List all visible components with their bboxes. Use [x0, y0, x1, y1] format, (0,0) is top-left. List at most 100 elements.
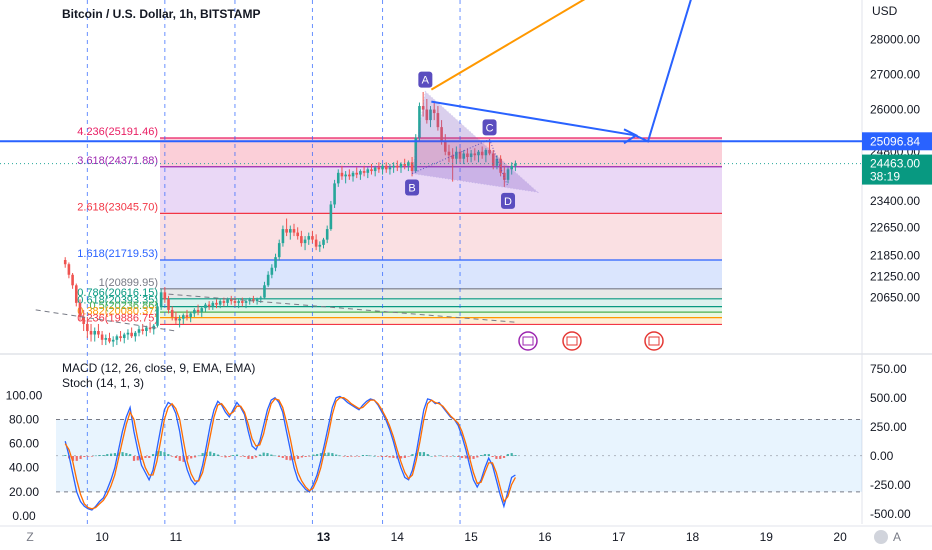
macd-histogram-bar	[106, 454, 109, 456]
candle-body	[392, 165, 395, 168]
macd-histogram-bar	[411, 454, 414, 456]
candle-body	[510, 165, 513, 170]
macd-histogram-bar	[426, 454, 429, 456]
macd-histogram-bar	[117, 452, 120, 456]
candle-body	[111, 339, 115, 342]
macd-legend[interactable]: MACD (12, 26, close, 9, EMA, EMA)	[62, 361, 256, 375]
candle-body	[410, 162, 414, 172]
candle-body	[71, 274, 74, 286]
pattern-point-c[interactable]: C	[482, 119, 497, 136]
macd-histogram-bar	[502, 456, 506, 458]
macd-histogram-bar	[182, 456, 185, 462]
macd-histogram-bar	[178, 456, 181, 461]
candle-body	[499, 158, 502, 173]
orange-trendline[interactable]	[430, 0, 590, 91]
countdown-text: 38:19	[870, 170, 900, 184]
target-price-badge[interactable]: 25096.84	[862, 132, 932, 151]
candle-body	[296, 232, 299, 237]
candle-body	[78, 302, 82, 317]
macd-histogram-bar	[384, 456, 387, 457]
time-tick: 10	[95, 530, 109, 544]
flash-event-icon[interactable]	[518, 331, 538, 351]
dashed-trendline[interactable]	[168, 293, 516, 323]
candle-body	[207, 304, 211, 307]
dashed-trendline[interactable]	[35, 309, 176, 332]
zoom-button[interactable]: Z	[26, 530, 33, 544]
stoch-tick: 60.00	[9, 437, 39, 451]
us-flag-event-icon[interactable]	[562, 331, 582, 351]
candle-body	[432, 109, 436, 114]
candle-body	[93, 330, 97, 335]
stoch-legend[interactable]: Stoch (14, 1, 3)	[62, 376, 145, 390]
stoch-tick: 80.00	[9, 412, 39, 426]
settings-icon[interactable]	[874, 530, 888, 544]
auto-scale-button[interactable]: A	[893, 530, 901, 544]
macd-histogram-bar	[121, 452, 124, 456]
macd-histogram-bar	[132, 456, 136, 461]
us-flag-event-icon[interactable]	[644, 331, 664, 351]
price-tick: 23400.00	[870, 194, 920, 208]
fib-level-label: 0.618(20393.35)	[77, 295, 158, 307]
indicator-pane[interactable]: 100.00 80.00 60.00 40.00 20.00 0.00 750.00 500.…	[6, 362, 911, 523]
candle-body	[336, 172, 340, 184]
time-tick: 14	[391, 530, 405, 544]
pattern-point-a[interactable]: A	[418, 71, 433, 88]
macd-histogram-bar	[197, 455, 200, 457]
candle-body	[215, 302, 218, 305]
fib-level-label: 0.5(20236.86)	[90, 300, 159, 312]
candle-body	[351, 172, 355, 177]
stoch-tick: 100.00	[6, 388, 43, 402]
macd-histogram-bar	[373, 456, 376, 457]
macd-histogram-bar	[79, 456, 82, 459]
macd-tick: -500.00	[870, 507, 911, 521]
drawing-tools[interactable]: A B C D	[0, 0, 862, 351]
macd-histogram-bar	[247, 456, 250, 459]
pattern-point-badge	[482, 119, 497, 136]
pattern-point-badge	[405, 179, 420, 196]
settings-icon-shape	[874, 530, 888, 544]
macd-histogram-bar	[220, 456, 223, 457]
macd-tick: 500.00	[870, 391, 907, 405]
candle-body	[381, 165, 384, 170]
candle-body	[362, 171, 366, 173]
candle-body	[491, 153, 495, 166]
time-axis[interactable]: 10 11 13 14 15 16 17 18 19 20 Z A	[0, 525, 932, 544]
macd-histogram-bar	[449, 456, 452, 457]
macd-histogram-bar	[262, 452, 265, 456]
badge-text: 24463.00	[870, 157, 920, 171]
candle-body	[495, 158, 499, 166]
macd-histogram-bar	[144, 456, 147, 458]
macd-tick: 0.00	[870, 449, 894, 463]
macd-histogram-bar	[457, 456, 460, 457]
candle-body	[193, 309, 196, 314]
fib-zone	[160, 288, 722, 299]
triangle-pattern[interactable]	[411, 90, 540, 193]
price-tick: 21850.00	[870, 248, 920, 262]
price-axis[interactable]: USD28000.0027000.0026000.0024800.0023400…	[862, 4, 932, 305]
candle-body	[388, 167, 392, 170]
projection-path[interactable]	[431, 0, 692, 143]
macd-histogram-bar	[109, 453, 113, 456]
fibonacci-extension[interactable]: 4.236(25191.46) 3.618(24371.88) 2.618(2304…	[77, 126, 722, 326]
macd-histogram-bar	[193, 456, 197, 458]
candle-body	[189, 313, 192, 317]
pattern-point-d[interactable]: D	[501, 192, 516, 209]
candle-body	[244, 301, 248, 303]
pattern-point-b[interactable]: B	[405, 179, 420, 196]
fib-zone	[160, 317, 722, 325]
macd-histogram-bar	[163, 452, 166, 456]
candle-body	[252, 299, 255, 302]
macd-histogram-bar	[209, 451, 212, 456]
macd-tick: -250.00	[870, 478, 911, 492]
symbol-title: Bitcoin / U.S. Dollar, 1h, BITSTAMP	[62, 7, 261, 21]
macd-histogram-bar	[94, 455, 97, 457]
time-tick: 18	[686, 530, 700, 544]
fib-zone	[160, 260, 722, 289]
pattern-point-badge	[418, 71, 433, 88]
macd-histogram-bar	[125, 453, 128, 456]
macd-histogram-bar	[453, 456, 456, 457]
macd-histogram-bar	[499, 456, 502, 459]
macd-histogram-bar	[365, 455, 368, 456]
